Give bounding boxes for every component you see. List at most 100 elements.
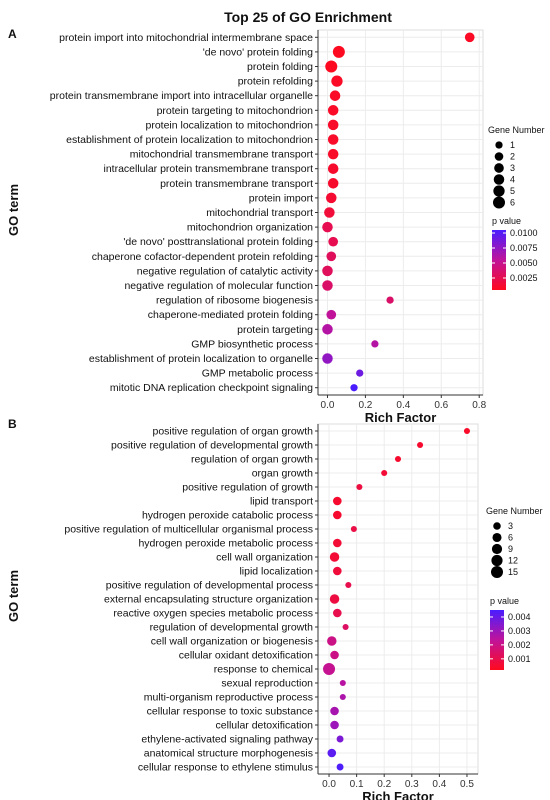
enrichment-point (463, 427, 470, 435)
size-legend-dot (491, 543, 503, 555)
size-legend-label: 9 (508, 544, 513, 554)
go-term-label: ethylene-activated signaling pathway (141, 734, 313, 746)
color-legend-label: 0.003 (508, 626, 531, 636)
go-term-label: 'de novo' protein folding (203, 46, 313, 58)
go-term-label: regulation of organ growth (191, 454, 313, 466)
enrichment-point (330, 650, 339, 660)
size-legend-title: Gene Number (486, 506, 543, 516)
go-term-label: external encapsulating structure organiz… (104, 594, 313, 606)
size-legend-label: 4 (510, 175, 515, 185)
go-term-label: cellular response to ethylene stimulus (138, 762, 313, 774)
enrichment-point (350, 384, 358, 392)
color-legend-label: 0.001 (508, 654, 531, 664)
figure-title: Top 25 of GO Enrichment (224, 9, 392, 25)
size-legend-dot (493, 185, 505, 197)
enrichment-point (333, 496, 342, 506)
enrichment-point (329, 594, 340, 604)
color-legend-label: 0.004 (508, 612, 531, 622)
go-term-label: intracellular protein transmembrane tran… (103, 163, 313, 175)
go-term-label: negative regulation of molecular functio… (124, 280, 313, 292)
enrichment-point (327, 134, 339, 145)
enrichment-point (330, 706, 339, 716)
size-legend-label: 1 (510, 140, 515, 150)
enrichment-point (417, 441, 424, 449)
size-legend-dot (491, 566, 503, 578)
enrichment-point (329, 90, 341, 101)
panel-letter: A (8, 27, 17, 41)
x-tick-label: 0.0 (321, 400, 335, 411)
color-legend-label: 0.0075 (510, 243, 538, 253)
x-axis-title: Rich Factor (365, 410, 437, 425)
size-legend-dot (491, 554, 503, 567)
go-term-label: regulation of developmental growth (150, 622, 314, 634)
enrichment-point (327, 105, 339, 116)
color-legend-label: 0.0025 (510, 273, 538, 283)
go-term-label: positive regulation of developmental pro… (106, 580, 313, 592)
x-tick-label: 0.3 (405, 779, 419, 790)
enrichment-point (329, 552, 340, 562)
go-term-label: regulation of ribosome biogenesis (156, 295, 313, 307)
go-term-label: reactive oxygen species metabolic proces… (113, 608, 313, 620)
go-term-label: cellular detoxification (216, 720, 314, 732)
enrichment-point (356, 369, 364, 377)
go-term-label: cellular oxidant detoxification (179, 650, 313, 662)
go-term-label: positive regulation of organ growth (152, 426, 313, 438)
color-legend-label: 0.002 (508, 640, 531, 650)
x-tick-label: 0.1 (350, 779, 364, 790)
enrichment-point (333, 566, 342, 576)
x-tick-label: 0.8 (472, 400, 486, 411)
go-term-label: protein refolding (238, 76, 313, 88)
go-term-label: 'de novo' posttranslational protein fold… (123, 236, 313, 248)
enrichment-point (327, 119, 339, 131)
enrichment-point (326, 309, 337, 320)
go-term-label: protein localization to mitochondrion (145, 119, 313, 131)
enrichment-point (326, 192, 337, 204)
go-term-label: protein transmembrane import into intrac… (50, 90, 313, 102)
go-term-label: cellular response to toxic substance (147, 706, 313, 718)
x-tick-label: 0.6 (434, 400, 448, 411)
size-legend-label: 12 (508, 556, 518, 566)
size-legend-dot (493, 196, 505, 209)
enrichment-point (332, 45, 345, 58)
color-legend-label: 0.0050 (510, 258, 538, 268)
size-legend: Gene Number 1 23 45 6 (488, 125, 545, 209)
enrichment-point (327, 163, 339, 174)
go-term-label: establishment of protein localization to… (66, 134, 313, 146)
enrichment-point (339, 679, 346, 687)
enrichment-point (327, 148, 339, 160)
enrichment-point (322, 280, 333, 291)
size-legend-dot (493, 522, 501, 530)
go-term-label: multi-organism reproductive process (144, 692, 313, 704)
enrichment-point (331, 75, 343, 87)
go-term-label: chaperone cofactor-dependent protein ref… (92, 251, 313, 263)
size-legend-dot (493, 174, 505, 185)
go-term-label: hydrogen peroxide metabolic process (138, 538, 313, 550)
go-term-label: cell wall organization or biogenesis (151, 636, 313, 648)
go-term-label: protein targeting to mitochondrion (157, 105, 314, 117)
x-tick-label: 0.5 (460, 779, 474, 790)
size-legend-dot (494, 152, 504, 161)
enrichment-point (327, 748, 337, 758)
go-term-label: hydrogen peroxide catabolic process (142, 510, 313, 522)
go-term-label: chaperone-mediated protein folding (148, 309, 313, 321)
go-term-label: positive regulation of multicellular org… (64, 524, 313, 536)
x-tick-label: 0.0 (322, 779, 336, 790)
go-term-label: mitochondrial transmembrane transport (130, 149, 313, 161)
enrichment-point (371, 340, 379, 348)
x-tick-label: 0.2 (377, 779, 391, 790)
enrichment-point (327, 178, 339, 189)
color-legend-title: p value (492, 216, 521, 226)
go-term-label: GMP metabolic process (202, 368, 313, 380)
go-term-label: protein import into mitochondrial interm… (59, 32, 313, 44)
go-term-label: positive regulation of developmental gro… (111, 440, 313, 452)
go-term-label: establishment of protein localization to… (89, 353, 313, 365)
color-legend-bar (492, 230, 506, 290)
color-legend-title: p value (490, 596, 519, 606)
enrichment-point (324, 207, 335, 218)
enrichment-point (336, 763, 344, 771)
go-term-label: positive regulation of growth (182, 482, 313, 494)
size-legend-label: 3 (508, 521, 513, 531)
enrichment-point (333, 538, 342, 548)
go-term-label: protein import (249, 192, 313, 204)
